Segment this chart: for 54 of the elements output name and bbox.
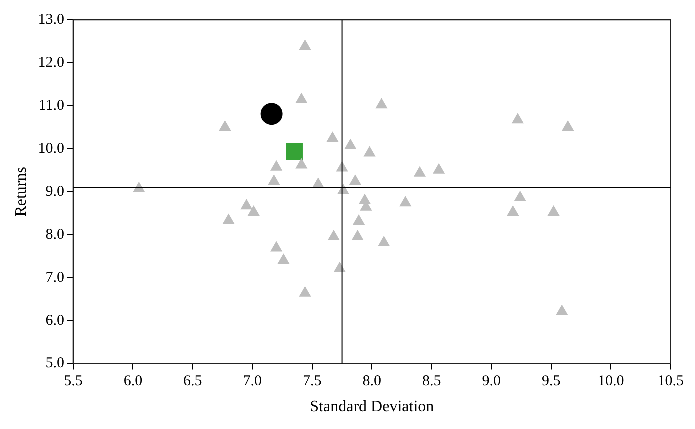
point	[133, 182, 146, 192]
x-axis-title: Standard Deviation	[310, 398, 434, 416]
y-tick-label: 13.0	[38, 12, 64, 28]
y-tick-label: 5.0	[46, 356, 64, 372]
point	[248, 206, 260, 216]
y-tick-label: 8.0	[46, 226, 64, 243]
x-tick-label: 7.0	[243, 374, 262, 390]
point	[326, 132, 339, 142]
point	[240, 199, 253, 210]
point	[222, 214, 235, 224]
point	[328, 230, 340, 241]
point	[400, 196, 412, 207]
point	[556, 304, 568, 316]
y-axis-title: Returns	[12, 167, 30, 217]
point	[299, 286, 312, 297]
point	[344, 138, 357, 150]
point	[349, 174, 362, 186]
point	[334, 262, 346, 272]
point	[296, 158, 308, 169]
point	[268, 174, 280, 186]
point	[299, 40, 312, 50]
point	[352, 230, 364, 241]
y-tick-label: 6.0	[46, 312, 64, 329]
x-tick-label: 6.0	[124, 374, 143, 390]
x-tick-label: 8.5	[422, 374, 442, 390]
point	[270, 160, 283, 171]
point	[433, 163, 446, 174]
point	[562, 120, 574, 131]
x-tick-label: 8.0	[362, 374, 382, 390]
x-tick-label: 6.5	[184, 374, 202, 390]
point	[270, 241, 283, 252]
y-tick-label: 12.0	[38, 54, 64, 71]
y-tick-label: 7.0	[46, 270, 64, 286]
point	[514, 190, 526, 202]
y-tick-label: 9.0	[46, 184, 64, 200]
point	[378, 236, 390, 247]
point	[548, 206, 560, 216]
point	[414, 166, 426, 177]
point	[296, 92, 308, 104]
point	[219, 120, 232, 131]
x-tick-label: 9.0	[482, 374, 502, 390]
y-tick-label: 11.0	[38, 98, 64, 114]
y-tick-label: 10.0	[38, 140, 64, 157]
x-tick-label: 5.5	[64, 374, 83, 390]
x-tick-label: 10.0	[598, 374, 624, 390]
x-tick-label: 10.5	[658, 374, 684, 390]
x-tick-label: 9.5	[542, 374, 561, 390]
point	[512, 113, 524, 124]
point	[376, 98, 388, 109]
point	[507, 206, 520, 216]
x-tick-label: 7.5	[303, 374, 322, 390]
point	[352, 214, 366, 226]
point	[364, 146, 376, 157]
point	[278, 254, 290, 264]
